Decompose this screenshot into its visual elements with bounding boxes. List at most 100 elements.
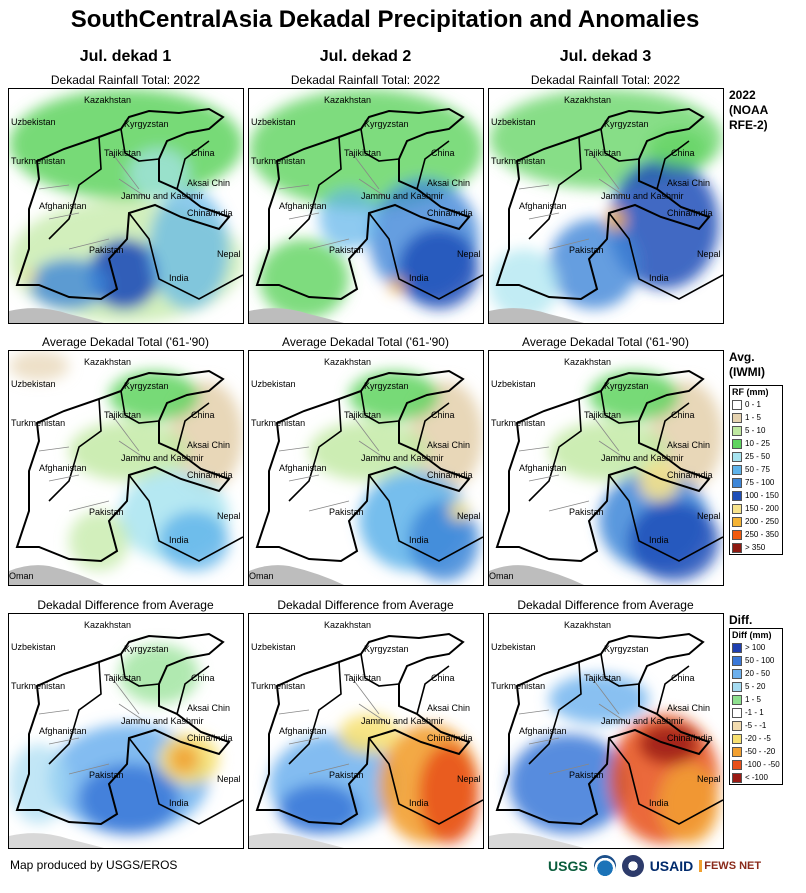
place-label: Nepal [697,511,721,521]
column-header-3: Jul. dekad 3 [559,48,652,65]
legend-swatch [732,772,742,783]
place-label: India [649,798,669,808]
row-3-side-title: Diff. [729,613,753,627]
place-label: Turkmenistan [491,418,545,428]
place-label: China/India [667,208,713,218]
row-1-side-title: 2022 (NOAA RFE-2) [729,88,769,132]
rainfall-legend: RF (mm) 0 - 1 1 - 5 5 - 10 10 - 25 25 - 50 50… [729,385,783,555]
place-label: Oman [489,571,514,581]
rainfall-legend-item: 200 - 250 [730,515,782,528]
place-label: Jammu and Kashmir [121,716,204,726]
place-label: Tajikistan [344,410,381,420]
rainfall-legend-item: 5 - 10 [730,424,782,437]
place-label: Afghanistan [279,463,327,473]
difference-legend-item: 50 - 100 [730,654,782,667]
place-label: Nepal [457,774,481,784]
legend-label: 25 - 50 [745,452,770,461]
rain-map-dekad-3: Kazakhstan Uzbekistan Kyrgyzstan Tajikistan… [488,88,724,324]
place-label: Nepal [457,249,481,259]
place-label: China [431,410,455,420]
legend-label: 1 - 5 [745,695,762,704]
place-label: Kyrgyzstan [364,119,409,129]
place-label: China/India [667,733,713,743]
place-label: India [409,535,429,545]
place-label: Uzbekistan [251,642,296,652]
place-label: Uzbekistan [491,379,536,389]
panel-label: Average Dekadal Total ('61-'90) [522,335,689,349]
place-label: Aksai Chin [667,178,710,188]
difference-legend-item: -5 - -1 [730,719,782,732]
footer-credit: Map produced by USGS/EROS [10,858,178,872]
place-label: Afghanistan [519,201,567,211]
usaid-logo: USAID [649,858,694,874]
legend-swatch [732,655,742,666]
place-label: Uzbekistan [11,117,56,127]
diff-map-dekad-1: Kazakhstan Uzbekistan Kyrgyzstan Tajikistan… [8,613,244,849]
legend-label: -20 - -5 [745,734,771,743]
legend-label: -50 - -20 [745,747,776,756]
place-label: Aksai Chin [187,703,230,713]
legend-label: -1 - 1 [745,708,764,717]
place-label: China/India [427,470,473,480]
difference-legend-title: Diff (mm) [732,630,772,640]
place-label: China [191,673,215,683]
legend-swatch [732,464,742,475]
legend-swatch [732,759,742,770]
place-label: Kazakhstan [324,95,371,105]
place-label: Pakistan [329,770,364,780]
place-label: Nepal [697,249,721,259]
place-label: Pakistan [89,245,124,255]
place-label: China/India [667,470,713,480]
place-label: Kyrgyzstan [604,119,649,129]
rainfall-legend-item: 100 - 150 [730,489,782,502]
place-label: China [671,148,695,158]
place-label: China [431,148,455,158]
place-label: Kyrgyzstan [124,119,169,129]
place-label: China [671,673,695,683]
legend-label: 5 - 20 [745,682,766,691]
legend-swatch [732,477,742,488]
place-label: India [409,798,429,808]
place-label: Turkmenistan [251,418,305,428]
rainfall-legend-item: 0 - 1 [730,398,782,411]
legend-swatch [732,412,742,423]
place-label: Afghanistan [39,201,87,211]
panel-label: Average Dekadal Total ('61-'90) [42,335,209,349]
place-label: Jammu and Kashmir [601,716,684,726]
place-label: Aksai Chin [667,440,710,450]
rainfall-legend-item: 1 - 5 [730,411,782,424]
fews-net-logo: FEWS NET [699,860,761,872]
place-label: Aksai Chin [187,440,230,450]
place-label: Pakistan [89,507,124,517]
agency-logos: USGS USAID FEWS NET [548,855,761,877]
legend-label: 50 - 75 [745,465,770,474]
place-label: Oman [9,571,34,581]
usgs-logo: USGS [548,858,588,874]
place-label: Uzbekistan [491,117,536,127]
place-label: Kazakhstan [84,620,131,630]
place-label: Turkmenistan [11,681,65,691]
place-label: Jammu and Kashmir [361,453,444,463]
place-label: Tajikistan [584,148,621,158]
place-label: Kazakhstan [84,95,131,105]
place-label: Tajikistan [104,410,141,420]
place-label: Tajikistan [104,148,141,158]
legend-swatch [732,490,742,501]
place-label: Pakistan [89,770,124,780]
place-label: Tajikistan [344,148,381,158]
rainfall-legend-item: 50 - 75 [730,463,782,476]
place-label: Kazakhstan [564,95,611,105]
rainfall-legend-item: > 350 [730,541,782,554]
panel-label: Average Dekadal Total ('61-'90) [282,335,449,349]
place-label: India [649,273,669,283]
diff-map-dekad-2: Kazakhstan Uzbekistan Kyrgyzstan Tajikistan… [248,613,484,849]
column-header-1: Jul. dekad 1 [79,48,172,65]
place-label: Tajikistan [584,410,621,420]
legend-label: 100 - 150 [745,491,779,500]
sea-area [489,565,584,585]
place-label: Pakistan [329,507,364,517]
legend-swatch [732,668,742,679]
place-label: Turkmenistan [491,681,545,691]
place-label: Jammu and Kashmir [601,453,684,463]
place-label: Kyrgyzstan [124,381,169,391]
